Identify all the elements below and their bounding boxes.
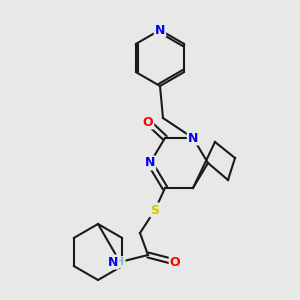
Text: H: H — [116, 257, 124, 267]
Text: S: S — [151, 203, 160, 217]
Text: N: N — [155, 23, 165, 37]
Text: N: N — [145, 157, 155, 169]
Text: O: O — [170, 256, 180, 268]
Text: N: N — [188, 131, 198, 145]
Text: O: O — [143, 116, 153, 128]
Text: N: N — [108, 256, 118, 268]
